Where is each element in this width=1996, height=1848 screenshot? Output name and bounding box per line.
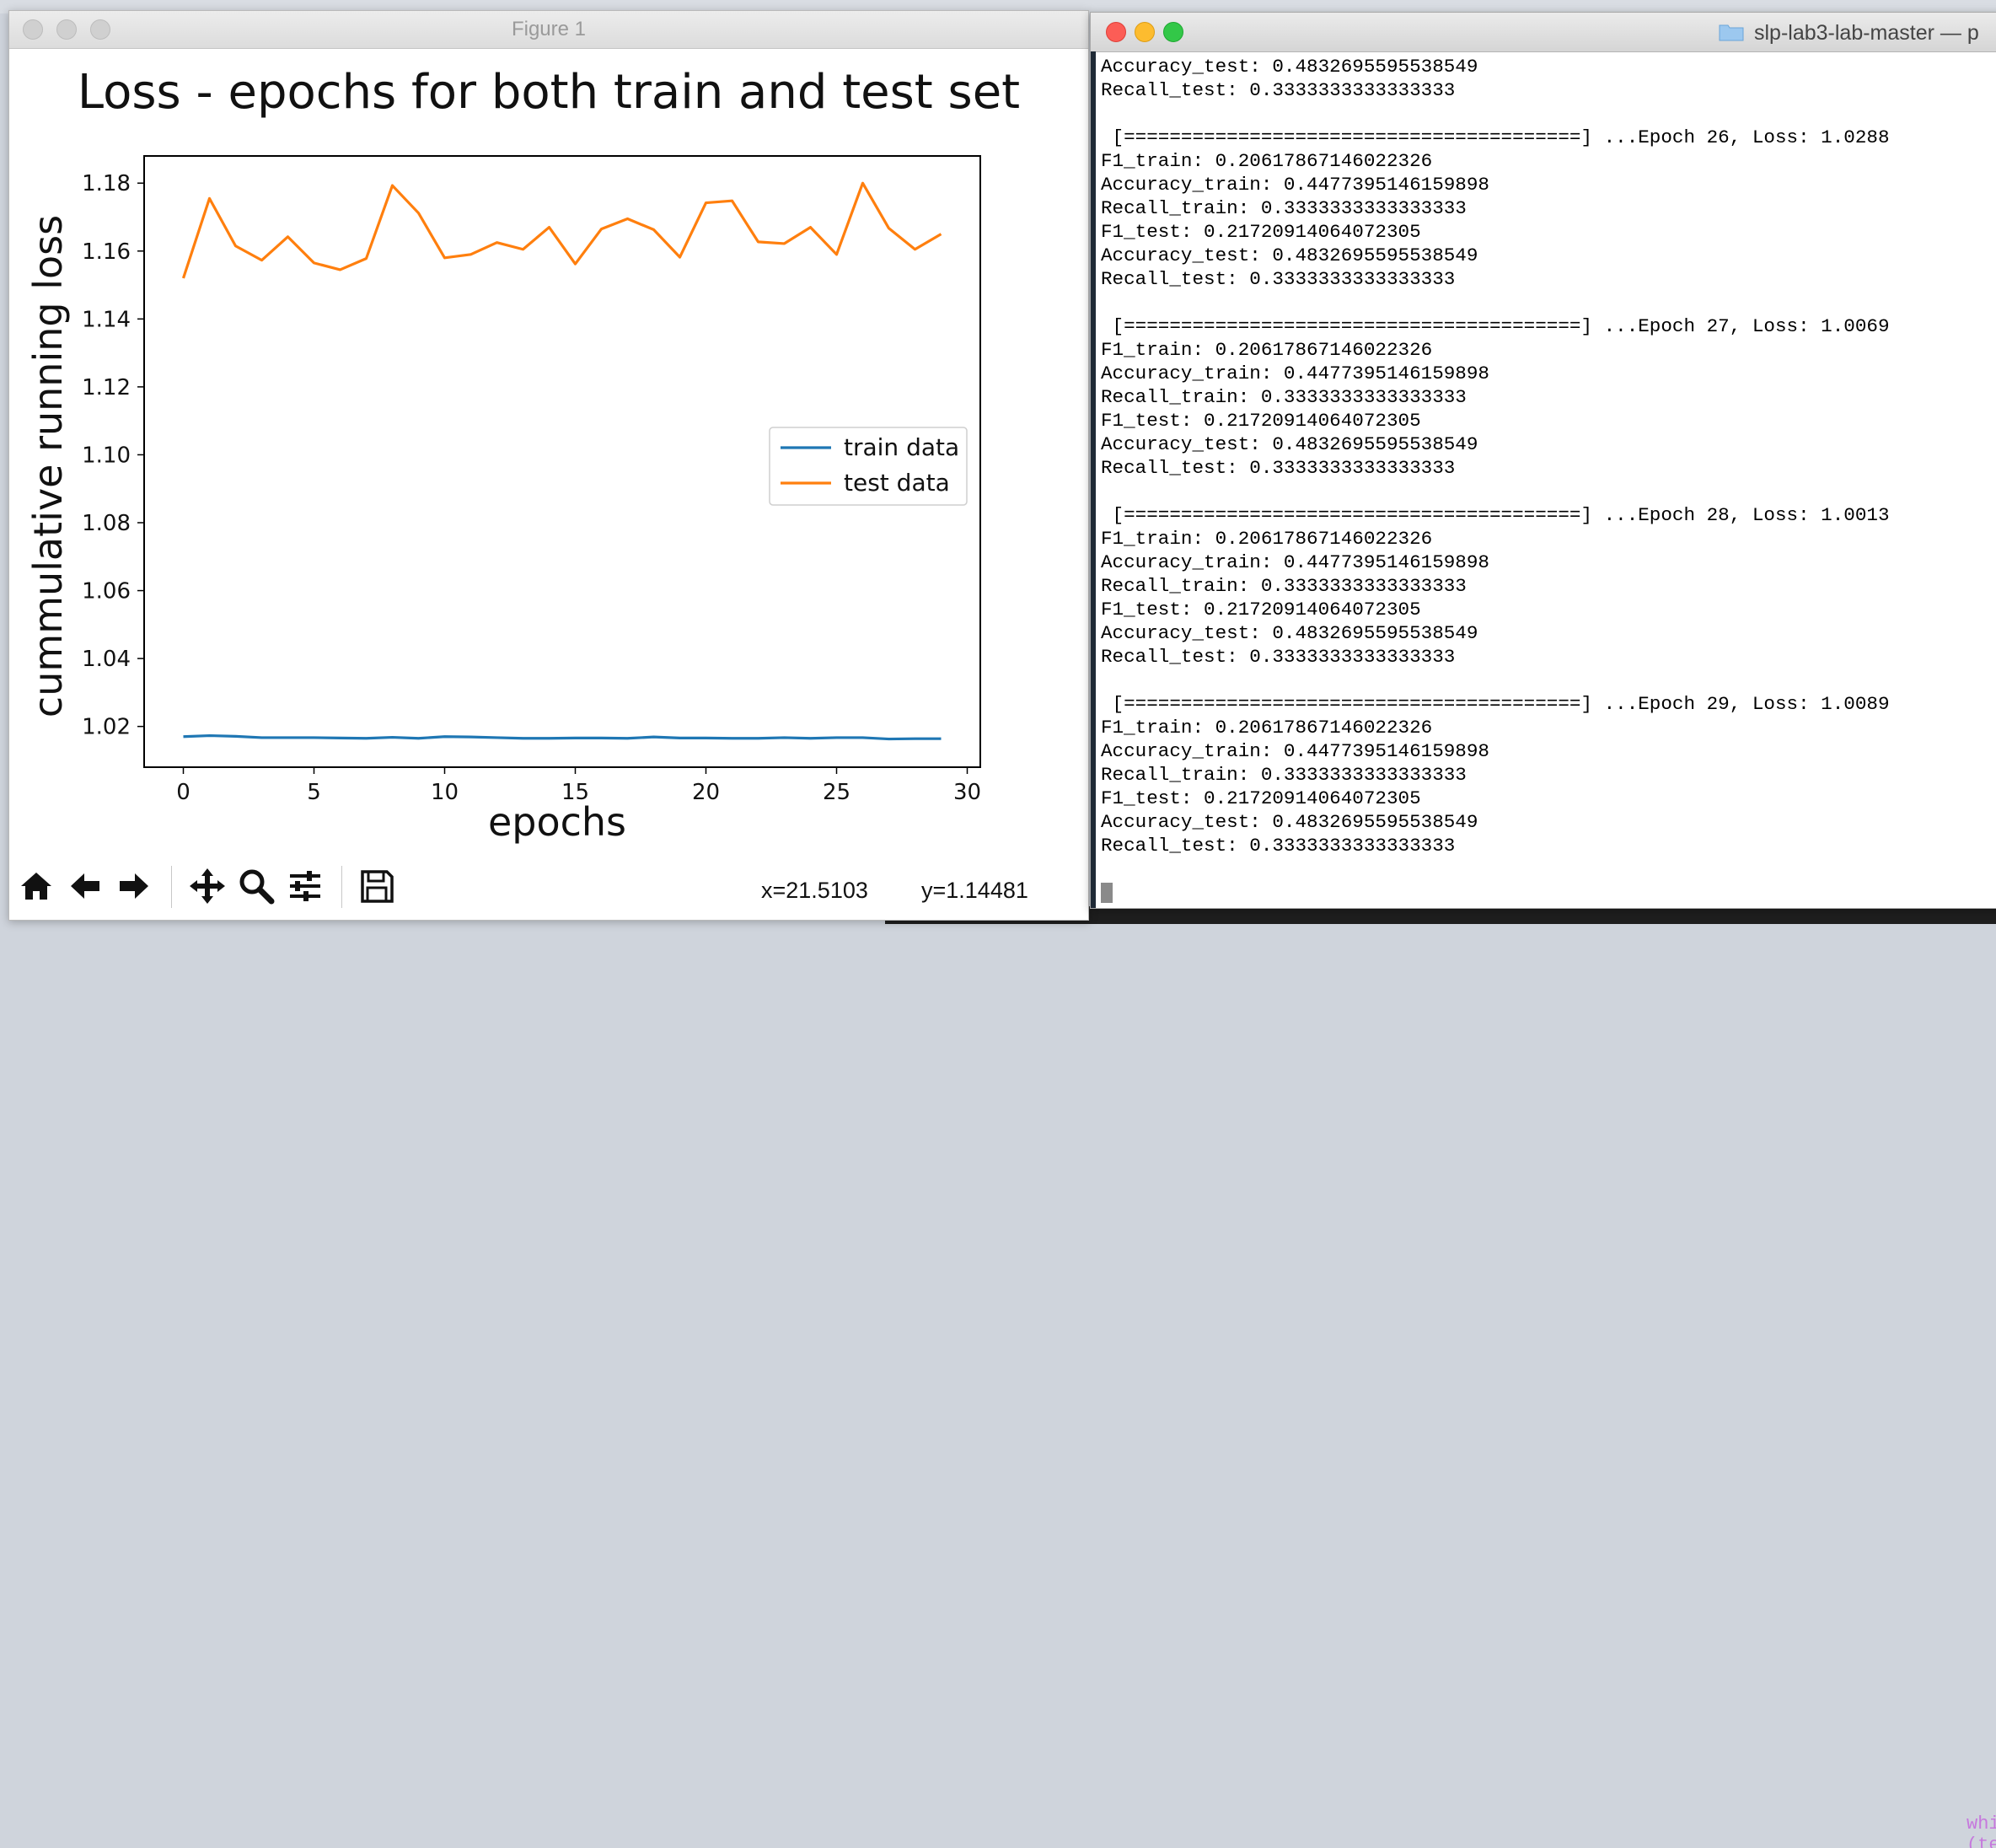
toolbar-separator [171, 866, 172, 908]
close-button[interactable] [23, 19, 43, 40]
background-code-line: while (term != null) { [1966, 1813, 1996, 1848]
terminal-line: Recall_test: 0.3333333333333333 [1101, 79, 1456, 101]
zoom-button[interactable] [233, 862, 280, 910]
terminal-line: [=======================================… [1101, 126, 1890, 148]
x-tick-label: 30 [953, 780, 981, 805]
x-tick-label: 25 [823, 780, 850, 805]
zoom-icon [239, 869, 275, 905]
terminal-line: Accuracy_train: 0.4477395146159898 [1101, 740, 1489, 762]
terminal-titlebar[interactable]: slp-lab3-lab-master — p [1091, 13, 1996, 52]
y-axis-label: cummulative running loss [25, 215, 71, 717]
y-coordinate-readout: y=1.14481 [921, 878, 1028, 903]
y-tick-label: 1.10 [82, 443, 131, 468]
terminal-line: [=======================================… [1101, 693, 1890, 715]
window-title: Figure 1 [511, 18, 587, 40]
terminal-line: F1_test: 0.21720914064072305 [1101, 787, 1421, 809]
pan-icon [190, 868, 225, 904]
toolbar-separator [341, 866, 342, 908]
figure-window: Figure 1 Loss - epochs for both train an… [8, 10, 1089, 921]
series-line-train [183, 733, 942, 741]
terminal-line: Accuracy_test: 0.4832695595538549 [1101, 244, 1478, 266]
y-tick-label: 1.16 [82, 239, 131, 265]
x-tick-label: 5 [307, 780, 321, 805]
terminal-line [1101, 669, 1996, 692]
terminal-cursor [1101, 883, 1113, 903]
pan-button[interactable] [184, 862, 231, 910]
terminal-line: F1_test: 0.21720914064072305 [1101, 410, 1421, 432]
y-tick-label: 1.02 [82, 715, 131, 740]
terminal-line: Recall_train: 0.3333333333333333 [1101, 575, 1467, 597]
window-title: slp-lab3-lab-master — p [1754, 21, 1979, 45]
terminal-line [1101, 480, 1996, 503]
y-tick-label: 1.12 [82, 375, 131, 400]
legend-label: test data [844, 469, 950, 497]
x-tick-label: 20 [692, 780, 720, 805]
save-button[interactable] [353, 862, 400, 910]
terminal-line: Recall_train: 0.3333333333333333 [1101, 197, 1467, 219]
home-button[interactable] [13, 862, 60, 910]
figure-titlebar[interactable]: Figure 1 [9, 11, 1088, 49]
figure-toolbar [9, 854, 1088, 920]
terminal-line: [=======================================… [1101, 504, 1890, 526]
chart[interactable]: Loss - epochs for both train and test se… [9, 49, 1088, 850]
terminal-line: Accuracy_train: 0.4477395146159898 [1101, 174, 1489, 196]
terminal-line: Accuracy_train: 0.4477395146159898 [1101, 551, 1489, 573]
terminal-line: F1_train: 0.20617867146022326 [1101, 717, 1433, 739]
terminal-line [1101, 102, 1996, 126]
terminal-line: F1_test: 0.21720914064072305 [1101, 599, 1421, 620]
chart-title: Loss - epochs for both train and test se… [78, 65, 1020, 120]
forward-button[interactable] [110, 862, 158, 910]
minimize-button[interactable] [56, 19, 77, 40]
back-button[interactable] [62, 862, 109, 910]
series-line-test [181, 181, 942, 279]
folder-icon [1719, 24, 1744, 41]
legend-label: train data [844, 433, 959, 461]
terminal-line: Accuracy_test: 0.4832695595538549 [1101, 433, 1478, 455]
terminal-line: F1_train: 0.20617867146022326 [1101, 150, 1433, 172]
home-icon [21, 873, 51, 900]
terminal-line: Accuracy_test: 0.4832695595538549 [1101, 56, 1478, 78]
terminal-line: [=======================================… [1101, 315, 1890, 337]
x-axis-label: epochs [488, 799, 626, 845]
y-tick-label: 1.06 [82, 579, 131, 604]
terminal-output[interactable]: Accuracy_test: 0.4832695595538549 Recall_… [1101, 55, 1996, 857]
maximize-button[interactable] [90, 19, 110, 40]
terminal-line: F1_train: 0.20617867146022326 [1101, 339, 1433, 361]
configure-button[interactable] [282, 862, 329, 910]
terminal-line: Recall_test: 0.3333333333333333 [1101, 646, 1456, 668]
terminal-line: Recall_test: 0.3333333333333333 [1101, 835, 1456, 857]
terminal-window: slp-lab3-lab-master — p Accuracy_test: 0… [1090, 12, 1996, 909]
terminal-line: F1_train: 0.20617867146022326 [1101, 528, 1433, 550]
editor-edge [1091, 51, 1096, 908]
terminal-line: Recall_train: 0.3333333333333333 [1101, 386, 1467, 408]
terminal-line: Accuracy_test: 0.4832695595538549 [1101, 811, 1478, 833]
close-button[interactable] [1106, 22, 1126, 42]
forward-arrow-icon [120, 873, 148, 899]
terminal-line: Recall_test: 0.3333333333333333 [1101, 268, 1456, 290]
save-icon [361, 870, 394, 903]
terminal-line: Accuracy_test: 0.4832695595538549 [1101, 622, 1478, 644]
x-tick-label: 0 [176, 780, 190, 805]
x-tick-label: 10 [431, 780, 459, 805]
x-coordinate-readout: x=21.5103 [761, 878, 868, 903]
minimize-button[interactable] [1135, 22, 1155, 42]
maximize-button[interactable] [1163, 22, 1183, 42]
y-tick-label: 1.08 [82, 511, 131, 536]
terminal-line: F1_test: 0.21720914064072305 [1101, 221, 1421, 243]
terminal-line [1101, 291, 1996, 314]
x-tick-label: 15 [561, 780, 589, 805]
y-tick-label: 1.18 [82, 171, 131, 196]
y-tick-label: 1.14 [82, 307, 131, 332]
configure-icon [290, 871, 320, 901]
y-tick-label: 1.04 [82, 647, 131, 672]
terminal-line: Accuracy_train: 0.4477395146159898 [1101, 363, 1489, 384]
terminal-line: Recall_train: 0.3333333333333333 [1101, 764, 1467, 786]
back-arrow-icon [71, 873, 99, 899]
terminal-line: Recall_test: 0.3333333333333333 [1101, 457, 1456, 479]
